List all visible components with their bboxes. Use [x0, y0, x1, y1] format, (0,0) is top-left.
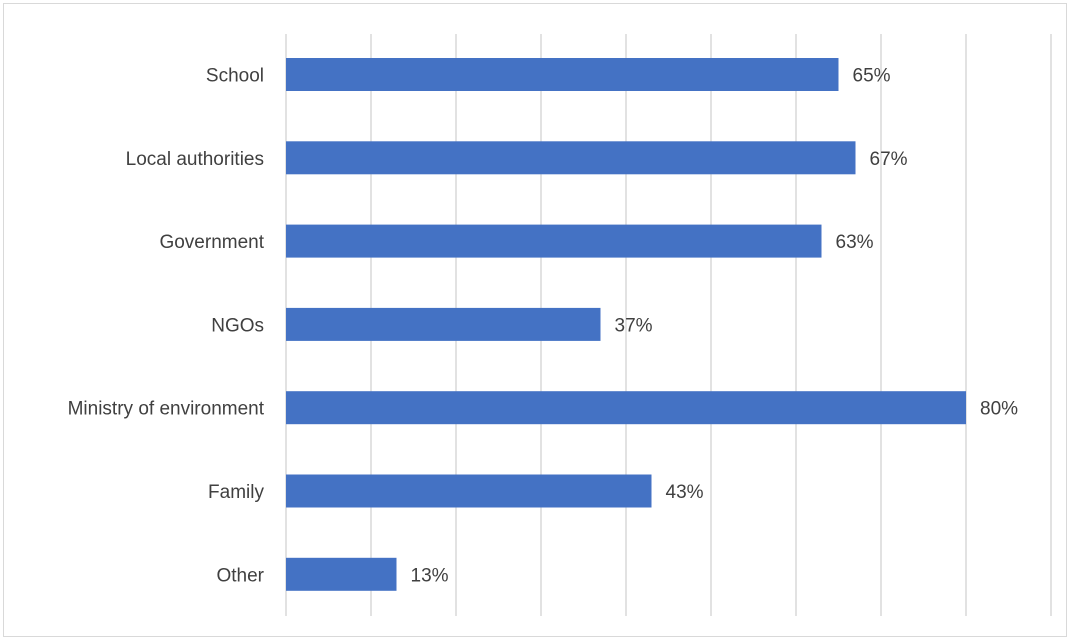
value-label-family: 43% — [666, 482, 704, 503]
category-labels: School Local authorities Government NGOs Min… — [68, 66, 265, 587]
value-label-school: 65% — [853, 66, 891, 87]
category-label-local-authorities: Local authorities — [126, 149, 264, 170]
value-labels: 65% 67% 63% 37% 80% 43% 13% — [411, 66, 1019, 587]
bar-family — [286, 474, 652, 508]
category-label-government: Government — [159, 232, 264, 253]
category-label-family: Family — [208, 482, 264, 503]
category-label-school: School — [206, 66, 264, 87]
bar-school — [286, 58, 839, 91]
gridlines — [285, 34, 1052, 616]
value-label-ministry-of-environment: 80% — [980, 399, 1018, 420]
category-label-ministry-of-environment: Ministry of environment — [68, 399, 265, 420]
bar-government — [286, 224, 822, 258]
bar-ministry-of-environment — [286, 391, 966, 425]
category-label-ngos: NGOs — [211, 315, 264, 336]
category-label-other: Other — [216, 565, 264, 586]
bar-ngos — [286, 307, 601, 341]
value-label-local-authorities: 67% — [870, 149, 908, 170]
bars — [286, 58, 966, 591]
value-label-other: 13% — [411, 565, 449, 586]
value-label-ngos: 37% — [615, 315, 653, 336]
bar-local-authorities — [286, 141, 856, 175]
bar-other — [286, 557, 397, 591]
chart-frame — [3, 3, 1067, 637]
value-label-government: 63% — [836, 232, 874, 253]
